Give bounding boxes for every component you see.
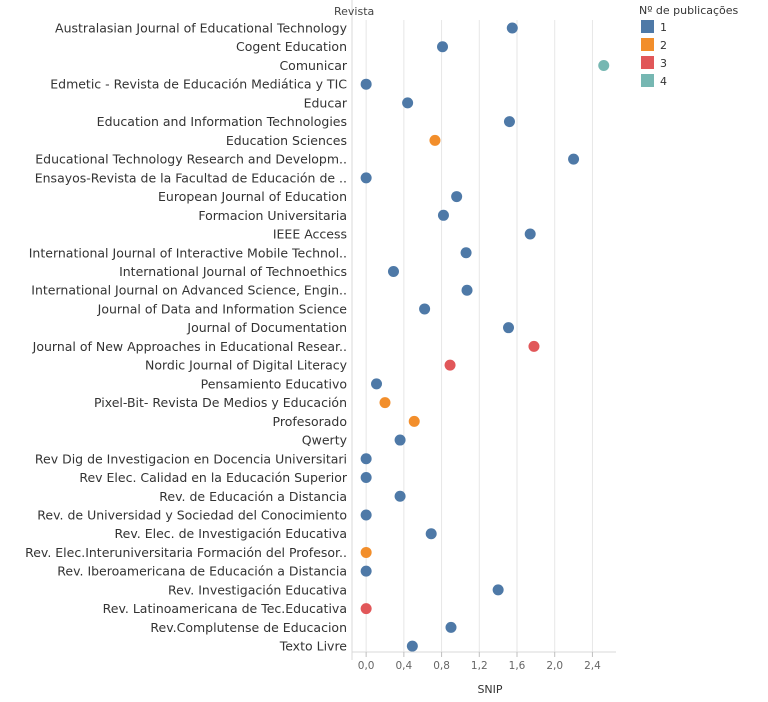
row-label: Educational Technology Research and Deve… [35,152,347,167]
x-tick-label: 0,4 [396,660,413,672]
data-point [437,41,449,53]
data-point [444,359,456,371]
row-label: Australasian Journal of Educational Tech… [55,21,348,36]
data-point [379,397,391,409]
grid-layer [351,0,593,660]
row-label: Texto Livre [279,639,348,654]
row-label: IEEE Access [273,227,347,242]
row-label: Cogent Education [236,39,347,54]
row-label: Rev. de Universidad y Sociedad del Conoc… [37,507,347,522]
row-label: International Journal of Interactive Mob… [29,245,347,260]
legend-title: Nº de publicações [639,4,739,17]
legend-label: 4 [660,75,667,88]
category-labels: Australasian Journal of Educational Tech… [25,21,348,654]
data-point [460,247,472,259]
data-point [528,340,540,352]
row-label: Education Sciences [226,133,347,148]
data-point [445,621,457,633]
row-label: Qwerty [302,433,348,448]
row-label: Rev. Elec. de Investigación Educativa [115,526,347,541]
legend-swatch [641,74,654,87]
row-label: Comunicar [279,58,347,73]
data-point [360,78,372,90]
legend-label: 1 [660,21,667,34]
row-label: Rev. Investigación Educativa [168,582,347,597]
row-label: Pixel-Bit- Revista De Medios y Educación [94,395,347,410]
row-label: Educar [304,95,348,110]
row-label: Edmetic - Revista de Educación Mediática… [50,77,347,92]
x-axis-title: SNIP [477,683,502,696]
row-label: Rev. de Educación a Distancia [159,489,347,504]
row-label: Nordic Journal of Digital Literacy [145,358,348,373]
legend-label: 2 [660,39,667,52]
row-label: Profesorado [273,414,347,429]
data-point [503,322,515,334]
data-point [394,490,406,502]
data-point [506,22,518,34]
legend: Nº de publicações 1 2 3 4 [639,4,739,88]
data-point [402,97,414,109]
row-label: Journal of New Approaches in Educational… [32,339,347,354]
data-point [406,640,418,652]
x-tick-label: 0,0 [358,660,375,672]
data-point [503,116,515,128]
x-tick-label: 2,0 [546,660,563,672]
data-point [451,191,463,203]
data-point [461,284,473,296]
row-label: Education and Information Technologies [97,114,347,129]
data-point [371,378,383,390]
row-label: Journal of Data and Information Science [97,301,348,316]
row-label: Rev. Iberoamericana de Educación a Dista… [57,564,347,579]
row-label: Rev. Latinoamericana de Tec.Educativa [103,601,347,616]
x-axis: 0,0 0,4 0,8 1,2 1,6 2,0 2,4 SNIP [352,651,616,696]
data-points [360,22,610,652]
x-tick-label: 1,6 [509,660,526,672]
data-point [437,209,449,221]
x-tick-label: 2,4 [584,660,601,672]
row-label: Journal of Documentation [186,320,347,335]
data-point [568,153,580,165]
data-point [360,546,372,558]
data-point [360,509,372,521]
data-point [360,603,372,615]
data-point [394,434,406,446]
legend-swatch [641,20,654,33]
row-label: Rev Elec. Calidad en la Educación Superi… [79,470,348,485]
row-label: Pensamiento Educativo [201,376,347,391]
data-point [419,303,431,315]
row-label: Rev.Complutense de Educacion [150,620,347,635]
data-point [408,415,420,427]
legend-swatch [641,38,654,51]
legend-swatch [641,56,654,69]
row-label: Ensayos-Revista de la Facultad de Educac… [35,170,347,185]
data-point [524,228,536,240]
x-tick-label: 0,8 [433,660,450,672]
data-point [360,472,372,484]
data-point [492,584,504,596]
row-label: International Journal of Technoethics [119,264,347,279]
data-point [387,265,399,277]
data-point [360,565,372,577]
row-header: Revista [334,5,374,18]
data-point [425,528,437,540]
data-point [429,134,441,146]
row-label: Rev. Elec.Interuniversitaria Formación d… [25,545,347,560]
data-point [598,59,610,71]
row-label: European Journal of Education [158,189,347,204]
legend-label: 3 [660,57,667,70]
data-point [360,453,372,465]
x-tick-label: 1,2 [471,660,488,672]
row-label: Formacion Universitaria [198,208,347,223]
data-point [360,172,372,184]
row-label: International Journal on Advanced Scienc… [31,283,347,298]
row-label: Rev Dig de Investigacion en Docencia Uni… [35,451,347,466]
